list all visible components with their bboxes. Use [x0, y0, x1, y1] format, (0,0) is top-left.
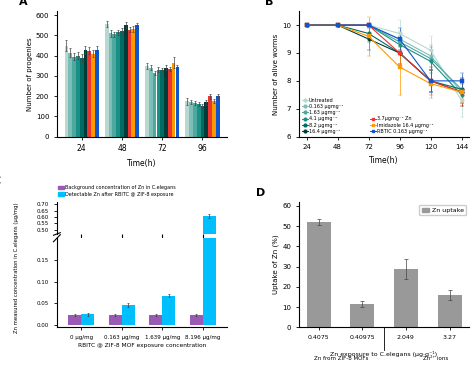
Bar	[76, 56, 80, 137]
Bar	[212, 100, 216, 137]
Bar	[68, 315, 81, 325]
Bar	[105, 24, 109, 137]
Bar	[135, 25, 139, 137]
X-axis label: Time(h): Time(h)	[369, 156, 399, 165]
Bar	[72, 57, 76, 137]
Bar	[307, 222, 330, 327]
Bar	[112, 35, 116, 137]
Bar	[122, 305, 135, 325]
Bar	[394, 269, 418, 327]
Bar	[189, 102, 193, 137]
Bar	[172, 63, 175, 137]
Text: Zn²⁺ ions: Zn²⁺ ions	[422, 356, 448, 361]
Bar	[91, 54, 95, 137]
Bar	[201, 106, 204, 137]
Bar	[156, 70, 160, 137]
Legend: Zn uptake: Zn uptake	[419, 205, 466, 215]
Bar	[145, 66, 149, 137]
Bar	[81, 289, 94, 292]
Bar	[185, 101, 189, 137]
Bar	[350, 304, 374, 327]
Bar	[149, 315, 163, 325]
Bar	[68, 53, 72, 137]
Bar	[204, 102, 208, 137]
Bar	[87, 51, 91, 137]
X-axis label: RBITC @ ZIF-8 MOF exposure concentration: RBITC @ ZIF-8 MOF exposure concentration	[78, 343, 206, 348]
Legend: 3.7μgmg⁻¹ Zn, Imidazole 16.4 μgmg⁻¹, RBTIC 0.163 μgmg⁻¹: 3.7μgmg⁻¹ Zn, Imidazole 16.4 μgmg⁻¹, RBT…	[369, 116, 434, 134]
Bar	[128, 30, 131, 137]
Bar	[190, 289, 203, 292]
Bar	[109, 289, 122, 292]
Bar	[163, 296, 175, 325]
Text: B: B	[265, 0, 273, 7]
Bar	[153, 73, 156, 137]
Text: Zn from ZIF-8 MOFs: Zn from ZIF-8 MOFs	[314, 356, 369, 361]
Bar	[116, 32, 120, 137]
Bar	[124, 25, 128, 137]
X-axis label: Time(h): Time(h)	[128, 159, 157, 168]
Bar	[160, 70, 164, 137]
Bar	[190, 315, 203, 325]
Bar	[64, 45, 68, 137]
Bar	[163, 284, 175, 292]
Bar	[109, 315, 122, 325]
Bar	[95, 49, 99, 137]
Bar	[168, 70, 172, 137]
Bar	[131, 29, 135, 137]
Bar	[80, 58, 83, 137]
Bar	[216, 96, 219, 137]
Bar	[197, 104, 201, 137]
Bar	[81, 314, 94, 325]
X-axis label: Zn exposure to C.elegans (μg·g⁻¹): Zn exposure to C.elegans (μg·g⁻¹)	[330, 351, 438, 357]
Bar	[122, 287, 135, 292]
Text: D: D	[256, 187, 265, 198]
Bar	[83, 50, 87, 137]
Bar	[149, 68, 153, 137]
Text: Zn measured concentration in C.elegans (μg/mg): Zn measured concentration in C.elegans (…	[14, 202, 19, 333]
Bar	[164, 68, 168, 137]
Text: A: A	[19, 0, 28, 7]
Bar	[208, 96, 212, 137]
Y-axis label: Uptake of Zn (%): Uptake of Zn (%)	[273, 235, 280, 294]
Bar	[203, 216, 216, 292]
Bar	[109, 33, 112, 137]
Bar	[68, 289, 81, 292]
Bar	[193, 103, 197, 137]
Bar	[149, 289, 163, 292]
Bar	[120, 31, 124, 137]
Bar	[438, 295, 462, 327]
Y-axis label: Number of progenies: Number of progenies	[27, 37, 33, 111]
Legend: Background concentration of Zn in C.elegans, Detectable Zn after RBITC @ ZIF-8 e: Background concentration of Zn in C.eleg…	[56, 183, 178, 199]
Bar	[203, 61, 216, 325]
Y-axis label: Number of alive worms: Number of alive worms	[273, 33, 280, 115]
Bar	[175, 67, 179, 137]
